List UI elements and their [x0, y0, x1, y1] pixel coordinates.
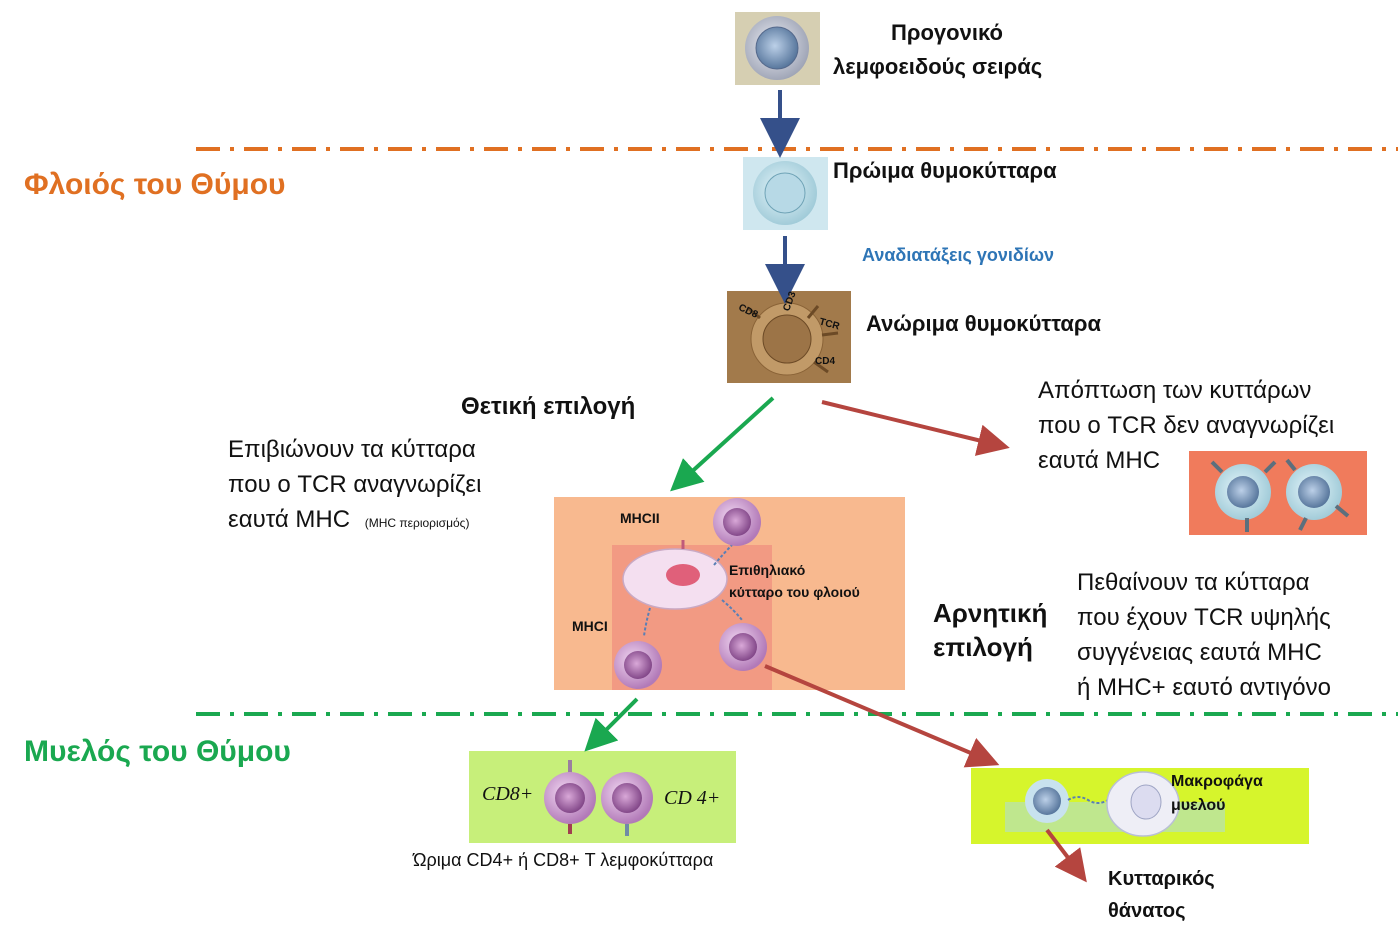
- mature-cd8-label: CD8+: [482, 783, 534, 805]
- cortex-zone-label: Φλοιός του Θύμου: [24, 168, 286, 201]
- mature-tcells-panel: [469, 751, 736, 843]
- early-thymocyte-image: [743, 157, 828, 230]
- negative-selection-line4: ή MHC+ εαυτό αντιγόνο: [1077, 674, 1331, 701]
- progenitor-cell-image: [735, 12, 820, 85]
- mature-tcells-caption: Ώριμα CD4+ ή CD8+ Τ λεμφοκύτταρα: [413, 850, 714, 870]
- macrophage-label: Μακροφάγα μυελού: [1171, 770, 1263, 818]
- positive-selection-title: Θετική επιλογή: [461, 393, 636, 420]
- negative-selection-title-line1: Αρνητική: [933, 598, 1048, 628]
- marker-cd4-label: CD4: [815, 356, 836, 367]
- positive-selection-line1: Επιβιώνουν τα κύτταρα: [228, 436, 476, 463]
- mhcii-label: MHCII: [620, 510, 660, 526]
- cortex-epithelium-panel: [554, 497, 905, 690]
- progenitor-label: Προγονικό λεμφοειδούς σειράς: [833, 16, 1042, 84]
- progenitor-label-line1: Προγονικό: [891, 20, 1003, 45]
- cell-death-line2: θάνατος: [1108, 900, 1186, 922]
- immature-thymocyte-image: [727, 291, 851, 383]
- early-thymocyte-label: Πρώιμα θυμοκύτταρα: [833, 158, 1057, 183]
- positive-selection-line3: εαυτά MHC: [228, 506, 351, 533]
- epithelial-cell-line2: κύτταρο του φλοιού: [729, 584, 860, 600]
- mhc-restriction-note: (MHC περιορισμός): [364, 516, 470, 530]
- progenitor-label-line2: λεμφοειδούς σειράς: [833, 54, 1043, 79]
- cell-death-line1: Κυτταρικός: [1108, 868, 1215, 890]
- arrow-apoptosis: [821, 400, 1010, 456]
- negative-selection-line3: συγγένειας εαυτά MHC: [1077, 639, 1322, 666]
- cell-death-label: Κυτταρικός θάνατος: [1108, 863, 1215, 927]
- negative-selection-line2: που έχουν TCR υψηλής: [1077, 604, 1331, 631]
- epithelial-cell-line1: Επιθηλιακό: [729, 562, 806, 578]
- apoptosis-line2: που ο TCR δεν αναγνωρίζει: [1038, 412, 1335, 439]
- negative-selection-text: Πεθαίνουν τα κύτταρα που έχουν TCR υψηλή…: [1077, 565, 1331, 705]
- negative-selection-line1: Πεθαίνουν τα κύτταρα: [1077, 569, 1310, 596]
- apoptosis-text: Απόπτωση των κυττάρων που ο TCR δεν αναγ…: [1038, 373, 1334, 478]
- epithelial-cell-label: Επιθηλιακό κύτταρο του φλοιού: [729, 559, 860, 603]
- macrophage-panel: [971, 768, 1309, 844]
- mature-cd4-label: CD 4+: [664, 787, 721, 809]
- mhci-label: MHCI: [572, 618, 608, 634]
- apoptosis-line1: Απόπτωση των κυττάρων: [1038, 377, 1312, 404]
- positive-selection-line2: που ο TCR αναγνωρίζει: [228, 471, 482, 498]
- apoptotic-cells-image: [1189, 451, 1367, 535]
- gene-rearrangement-label: Αναδιατάξεις γονιδίων: [862, 245, 1055, 265]
- immature-thymocyte-label: Ανώριμα θυμοκύτταρα: [866, 311, 1102, 336]
- positive-selection-line3-row: εαυτά MHC (MHC περιορισμός): [228, 502, 481, 541]
- arrow-to-cell-death: [1045, 828, 1087, 883]
- macrophage-line1: Μακροφάγα: [1171, 773, 1263, 790]
- arrow-positive-selection: [670, 396, 775, 492]
- arrow-to-mature: [584, 697, 639, 752]
- negative-selection-title-line2: επιλογή: [933, 632, 1033, 662]
- apoptosis-line3: εαυτά MHC: [1038, 447, 1161, 474]
- positive-selection-text: Επιβιώνουν τα κύτταρα που ο TCR αναγνωρί…: [228, 432, 481, 541]
- macrophage-line2: μυελού: [1171, 797, 1226, 814]
- negative-selection-title: Αρνητική επιλογή: [933, 596, 1047, 664]
- medulla-zone-label: Μυελός του Θύμου: [24, 735, 291, 768]
- arrow-negative-selection: [764, 664, 1000, 768]
